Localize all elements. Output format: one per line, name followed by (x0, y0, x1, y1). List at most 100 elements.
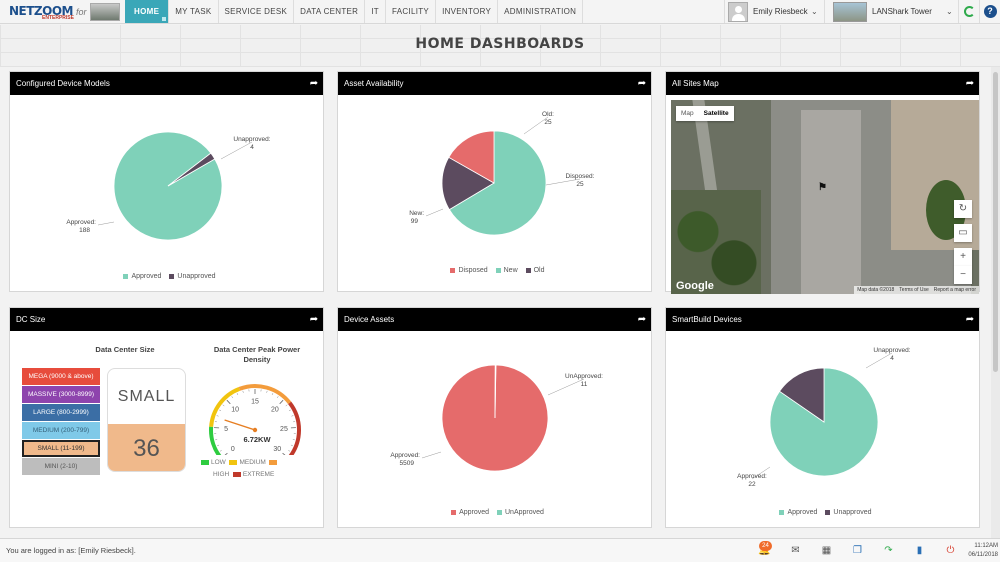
panel-header: SmartBuild Devices ➦ (666, 308, 979, 331)
tilt-map-icon[interactable]: ▭ (954, 224, 972, 242)
report-error-link[interactable]: Report a map error (933, 287, 976, 293)
satellite-map[interactable]: Map Satellite ⚑ ↻ ▭ + − Google Map data … (671, 100, 979, 294)
panel-all-sites-map: All Sites Map ➦ Map Satellite ⚑ ↻ ▭ + − … (665, 71, 980, 294)
panel-header: All Sites Map ➦ (666, 72, 979, 95)
netzoom-logo[interactable]: NETZOOM ENTERPRISE (0, 0, 76, 23)
nav-service-desk[interactable]: SERVICE DESK (219, 0, 295, 23)
terms-link[interactable]: Terms of Use (899, 287, 929, 293)
refresh-button[interactable] (958, 0, 979, 23)
nav-administration[interactable]: ADMINISTRATION (498, 0, 584, 23)
logo-text: NETZOOM (9, 4, 73, 18)
help-button[interactable]: ? (979, 0, 1000, 23)
rotate-map-icon[interactable]: ↻ (954, 200, 972, 218)
slice-label: Disposed: (566, 173, 595, 180)
nav-spacer (583, 0, 724, 23)
panel-title: Asset Availability (344, 79, 404, 88)
slice-value: 22 (748, 481, 756, 488)
site-name: LANShark Tower (872, 7, 932, 16)
pie-slice-unapproved[interactable] (779, 367, 825, 423)
chart-legend: Approved Unapproved (666, 509, 979, 516)
legend-swatch (525, 267, 531, 273)
power-density-title: Data Center Peak Power Density (213, 345, 301, 364)
configured-device-models-pie: Approved:188 Unapproved:4 (66, 131, 271, 241)
mouse-icon[interactable]: ▮ (916, 545, 923, 556)
gauge-tick (222, 404, 225, 407)
legend-swatch (232, 471, 241, 477)
page-scrollbar[interactable] (991, 67, 1000, 538)
slice-value: 5509 (400, 460, 415, 467)
panel-title: All Sites Map (672, 79, 719, 88)
gauge-tick-label: 0 (231, 446, 235, 453)
panel-asset-availability: Asset Availability ➦ New: 99 Old: 25 Dispose… (337, 71, 652, 292)
power-icon[interactable]: ⏻ (946, 545, 955, 556)
help-icon: ? (983, 5, 997, 18)
slice-value: 25 (544, 119, 552, 126)
gauge-tick (290, 444, 293, 446)
nav-my-task[interactable]: MY TASK (169, 0, 219, 23)
legend-item: Approved (459, 509, 490, 516)
share-icon[interactable]: ➦ (309, 314, 319, 325)
pie-slice-old[interactable] (441, 156, 495, 211)
label-leader-line (545, 178, 581, 186)
legend-swatch (269, 459, 278, 465)
scrollbar-thumb[interactable] (993, 72, 998, 372)
zoom-in-icon[interactable]: + (954, 248, 972, 266)
label-leader-line (547, 378, 585, 396)
nav-data-center[interactable]: DATA CENTER (294, 0, 366, 23)
map-attribution: Map data ©2018 Terms of Use Report a map… (854, 286, 979, 294)
header-background-pattern (0, 25, 1000, 67)
calculator-icon[interactable]: ▦ (821, 545, 832, 556)
share-icon[interactable]: ➦ (965, 78, 975, 89)
map-tab[interactable]: Map (681, 110, 694, 117)
panel-header: Asset Availability ➦ (338, 72, 651, 95)
nav-facility[interactable]: FACILITY (386, 0, 437, 23)
slice-label: New: (409, 210, 424, 217)
bell-icon: 🔔 (758, 545, 771, 556)
smartbuild-devices-pie: Approved:22 Unapproved:4 (737, 347, 911, 488)
sync-icon[interactable]: ↷ (884, 545, 893, 556)
pie-slice-disposed[interactable] (448, 130, 495, 184)
legend-item: MEDIUM (239, 459, 266, 466)
user-name: Emily Riesbeck (753, 7, 808, 16)
pie-slice-unapproved[interactable] (167, 152, 216, 187)
site-selector[interactable]: LANShark Tower ⌄ (824, 0, 958, 23)
gauge-legend-row: LOW MEDIUM (201, 459, 279, 466)
share-icon[interactable]: ➦ (309, 78, 319, 89)
panel-title: DC Size (16, 315, 46, 324)
nav-inventory[interactable]: INVENTORY (436, 0, 499, 23)
nav-home[interactable]: HOME (125, 0, 170, 23)
share-icon[interactable]: ➦ (637, 78, 647, 89)
label-leader-line (751, 466, 771, 480)
share-icon[interactable]: ➦ (637, 314, 647, 325)
label-leader-line (523, 116, 549, 135)
device-assets-pie: Approved:5509 UnApproved:11 (390, 364, 603, 472)
gauge-tick (277, 396, 279, 399)
mail-icon[interactable]: ✉ (791, 545, 800, 556)
slice-label: Old: (542, 111, 554, 118)
gauge-tick (288, 409, 291, 412)
slice-label: Approved: (737, 473, 767, 480)
chevron-down-icon: ⌄ (946, 7, 953, 16)
satellite-tab[interactable]: Satellite (703, 110, 729, 117)
label-leader-line (220, 141, 253, 160)
gauge-tick (231, 396, 233, 399)
notifications-button[interactable]: 🔔 24 (749, 539, 780, 562)
site-marker-icon[interactable]: ⚑ (818, 182, 827, 193)
zoom-out-icon[interactable]: − (954, 266, 972, 284)
legend-swatch (450, 267, 456, 273)
user-menu[interactable]: Emily Riesbeck ⌄ (724, 0, 824, 23)
pie-slice-unapproved[interactable] (494, 364, 497, 419)
customer-logo (90, 3, 120, 21)
pie-slice-new[interactable] (448, 130, 547, 236)
gauge-tick (242, 390, 244, 393)
share-icon[interactable]: ➦ (965, 314, 975, 325)
nav-it[interactable]: IT (365, 0, 386, 23)
page-header: HOME DASHBOARDS (0, 25, 1000, 67)
gauge-tick (266, 390, 268, 393)
gauge-tick-label: 15 (251, 399, 259, 406)
slice-value: 4 (250, 144, 254, 151)
windows-icon[interactable]: ❐ (853, 545, 862, 556)
legend-swatch (229, 459, 238, 465)
gauge-band (238, 384, 292, 405)
